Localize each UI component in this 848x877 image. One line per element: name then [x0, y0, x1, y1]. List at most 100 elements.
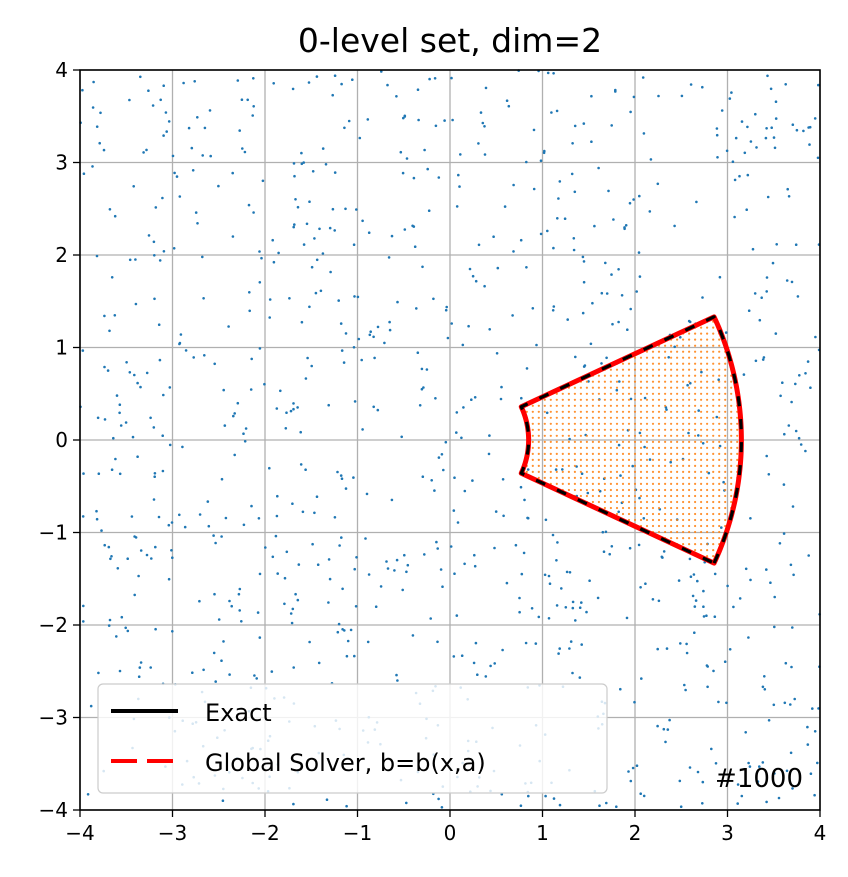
scatter-point-inside [597, 416, 601, 419]
scatter-point-sample [134, 302, 138, 306]
scatter-point-sample [250, 504, 253, 508]
scatter-point-sample [236, 401, 240, 405]
scatter-point-sample [243, 150, 247, 154]
scatter-point-sample [605, 801, 608, 805]
scatter-point-sample [95, 254, 99, 258]
scatter-point-sample [220, 535, 223, 538]
scatter-point-sample [761, 761, 765, 764]
scatter-point-inside [639, 398, 643, 401]
scatter-point-sample [767, 473, 771, 476]
scatter-point-sample [642, 517, 646, 520]
scatter-point-inside [645, 428, 649, 431]
scatter-point-sample [232, 414, 235, 418]
scatter-point-sample [238, 609, 241, 612]
scatter-point-inside [657, 446, 661, 449]
scatter-point-sample [808, 143, 811, 146]
scatter-point-inside [706, 476, 709, 479]
scatter-point-sample [494, 510, 498, 513]
scatter-point-sample [112, 436, 115, 440]
scatter-point-sample [242, 432, 245, 436]
scatter-point-inside [670, 344, 673, 347]
scatter-point-sample [411, 634, 415, 637]
scatter-point-sample [605, 356, 608, 360]
scatter-point-sample [574, 355, 577, 359]
scatter-point-sample [600, 291, 604, 295]
scatter-point-inside [700, 549, 703, 552]
scatter-point-sample [617, 320, 620, 324]
scatter-point-inside [585, 488, 589, 492]
scatter-point-sample [679, 805, 683, 808]
scatter-point-sample [716, 156, 719, 159]
scatter-point-inside [627, 380, 631, 383]
scatter-point-sample [568, 437, 571, 441]
scatter-point-inside [700, 446, 703, 449]
scatter-point-sample [165, 130, 168, 133]
scatter-point-inside [730, 404, 733, 407]
scatter-point-sample [203, 126, 207, 130]
scatter-point-inside [664, 350, 667, 353]
scatter-point-inside [615, 494, 619, 498]
scatter-point-sample [251, 114, 254, 117]
scatter-point-sample [292, 225, 296, 229]
x-tick-label: 3 [721, 821, 734, 845]
scatter-point-inside [718, 434, 721, 437]
scatter-point-inside [555, 482, 558, 485]
scatter-point-sample [139, 385, 142, 389]
scatter-point-inside [688, 506, 691, 510]
scatter-point-inside [597, 464, 601, 467]
scatter-point-sample [161, 469, 165, 473]
scatter-point-sample [178, 341, 182, 345]
scatter-point-inside [573, 446, 577, 449]
scatter-point-inside [676, 500, 679, 504]
scatter-point-inside [561, 398, 564, 401]
scatter-point-sample [344, 487, 348, 490]
scatter-point-inside [664, 482, 667, 485]
scatter-point-sample [361, 428, 364, 431]
scatter-point-inside [712, 362, 715, 365]
scatter-point-inside [561, 428, 564, 431]
scatter-point-sample [395, 95, 398, 98]
scatter-point-sample [213, 362, 216, 366]
scatter-point-inside [736, 440, 739, 443]
scatter-point-sample [353, 654, 356, 658]
scatter-point-inside [573, 470, 577, 473]
scatter-point-inside [706, 398, 709, 401]
scatter-point-inside [567, 446, 571, 449]
scatter-point-inside [597, 440, 601, 443]
scatter-point-inside [567, 488, 571, 492]
scatter-point-sample [292, 402, 295, 405]
scatter-point-inside [700, 326, 703, 329]
scatter-point-sample [770, 126, 773, 129]
scatter-point-sample [187, 126, 191, 130]
scatter-point-inside [615, 398, 619, 401]
scatter-point-sample [361, 219, 364, 223]
scatter-point-sample [718, 444, 722, 448]
scatter-point-sample [632, 95, 636, 99]
scatter-point-inside [700, 543, 703, 546]
scatter-point-sample [754, 112, 757, 116]
scatter-point-sample [460, 436, 463, 440]
scatter-point-sample [656, 724, 659, 728]
scatter-point-inside [670, 476, 673, 479]
scatter-point-inside [609, 416, 613, 419]
scatter-point-inside [543, 422, 546, 425]
scatter-point-sample [483, 153, 487, 156]
scatter-point-inside [573, 452, 577, 455]
scatter-point-sample [134, 258, 137, 261]
scatter-point-sample [353, 567, 357, 571]
scatter-point-inside [694, 549, 697, 552]
scatter-point-inside [706, 392, 709, 395]
scatter-point-inside [651, 434, 655, 437]
scatter-point-sample [396, 300, 399, 304]
scatter-point-inside [736, 446, 739, 449]
scatter-point-sample [597, 166, 600, 170]
scatter-point-sample [441, 585, 444, 588]
scatter-point-sample [437, 176, 441, 179]
scatter-point-inside [645, 524, 649, 528]
scatter-point-sample [422, 386, 425, 389]
scatter-point-sample [164, 111, 168, 114]
scatter-point-sample [694, 599, 698, 602]
scatter-point-sample [118, 411, 121, 415]
scatter-point-sample [548, 582, 552, 585]
scatter-point-inside [670, 380, 673, 383]
